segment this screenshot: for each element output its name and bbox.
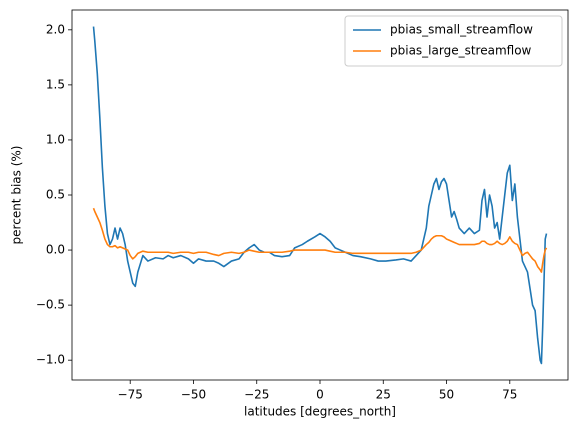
data-line — [92, 207, 548, 273]
x-tick-label: 25 — [376, 388, 391, 402]
y-tick-label: 0.0 — [46, 243, 65, 257]
legend-label: pbias_large_streamflow — [390, 44, 532, 58]
y-tick-label: 1.0 — [46, 132, 65, 146]
axes-frame — [71, 9, 569, 381]
x-tick-label: 50 — [439, 388, 454, 402]
y-tick-label: −1.0 — [36, 353, 65, 367]
legend: pbias_small_streamflow pbias_large_stream… — [344, 15, 563, 67]
legend-box — [344, 15, 563, 67]
y-tick-label: −0.5 — [36, 298, 65, 312]
x-axis-label: latitudes [degrees_north] — [244, 405, 396, 419]
x-tick-label: 0 — [316, 388, 324, 402]
y-axis-label: percent bias (%) — [10, 146, 24, 245]
x-tick-label: 75 — [502, 388, 517, 402]
y-tick-label: 0.5 — [46, 188, 65, 202]
y-tick-label: 1.5 — [46, 77, 65, 91]
data-line — [92, 26, 548, 365]
legend-label: pbias_small_streamflow — [390, 23, 533, 37]
x-tick-label: −50 — [181, 388, 206, 402]
x-tick-label: −25 — [244, 388, 269, 402]
y-tick-label: 2.0 — [46, 22, 65, 36]
x-tick-label: −75 — [118, 388, 143, 402]
